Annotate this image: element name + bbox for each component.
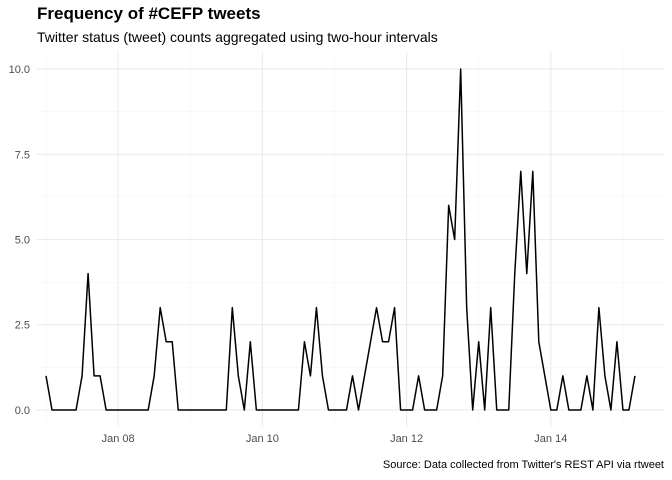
chart-subtitle: Twitter status (tweet) counts aggregated…: [37, 29, 438, 45]
series-line: [45, 68, 636, 411]
x-tick-label: Jan 14: [534, 433, 567, 445]
y-tick-label: 10.0: [9, 64, 30, 76]
x-tick-label: Jan 08: [102, 433, 135, 445]
y-tick-label: 5.0: [15, 235, 30, 247]
y-tick-label: 2.5: [15, 320, 30, 332]
major-gridlines: [37, 52, 665, 427]
x-tick-label: Jan 12: [390, 433, 423, 445]
y-axis-tick-labels: 0.0 2.5 5.0 7.5 10.0: [9, 64, 30, 417]
y-tick-label: 7.5: [15, 149, 30, 161]
x-axis-tick-labels: Jan 08 Jan 10 Jan 12 Jan 14: [102, 433, 568, 445]
series-layer: [45, 68, 636, 411]
y-tick-label: 0.0: [15, 405, 30, 417]
chart-caption: Source: Data collected from Twitter's RE…: [382, 459, 664, 471]
x-tick-label: Jan 10: [246, 433, 279, 445]
chart-title: Frequency of #CEFP tweets: [37, 4, 261, 23]
